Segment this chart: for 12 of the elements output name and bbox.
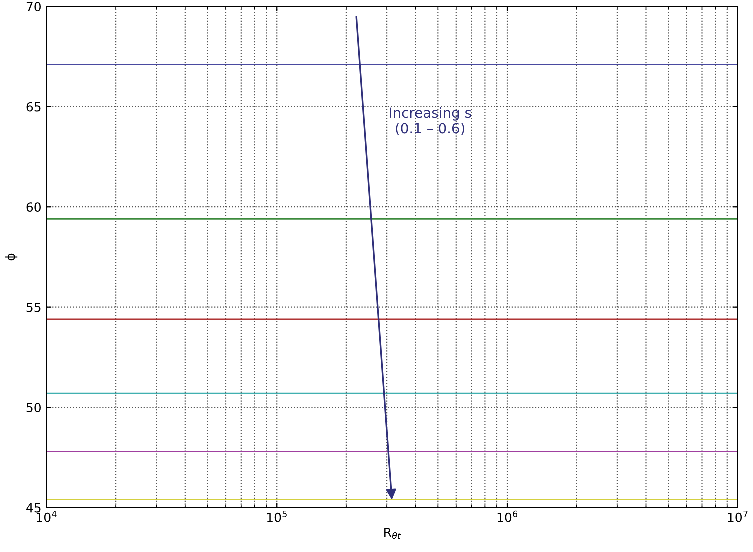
y-tick-label: 55: [26, 302, 41, 312]
y-tick-label: 65: [26, 102, 41, 112]
annotation: Increasing s (0.1 – 0.6): [390, 107, 472, 136]
y-tick-label: 60: [26, 202, 41, 212]
y-tick-label: 45: [26, 503, 41, 513]
x-tick-label: 10$^{7}$: [728, 510, 748, 522]
y-tick-label: 50: [26, 403, 41, 413]
x-tick-label: 10$^{6}$: [498, 510, 518, 522]
y-tick-label: 70: [26, 2, 41, 12]
x-axis-title: R$_{θt}$: [384, 528, 402, 540]
y-axis-title: ϕ: [5, 254, 18, 261]
x-tick-label: 10$^{5}$: [267, 510, 287, 522]
